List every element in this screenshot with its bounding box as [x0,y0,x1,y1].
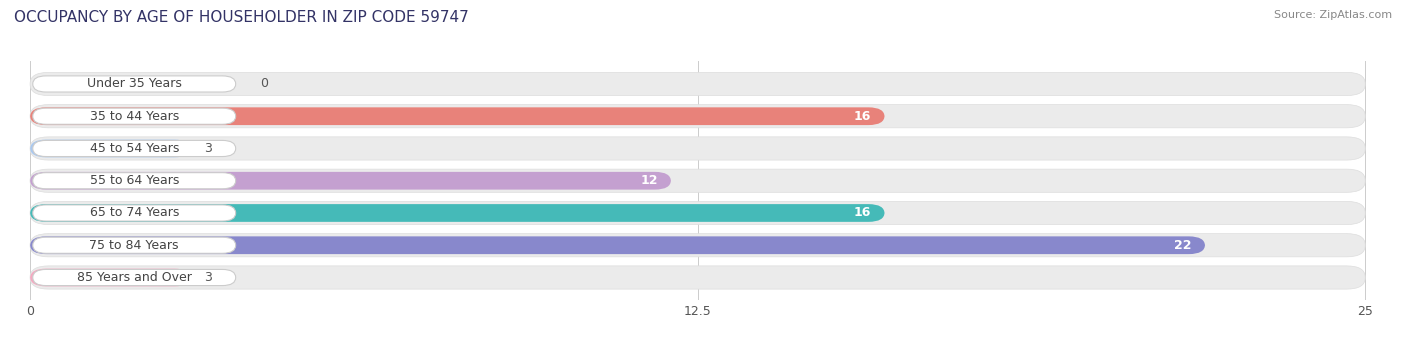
FancyBboxPatch shape [30,204,884,222]
FancyBboxPatch shape [30,107,884,125]
FancyBboxPatch shape [30,72,1365,95]
Text: 0: 0 [260,77,267,90]
Text: 16: 16 [853,110,872,123]
FancyBboxPatch shape [30,139,190,157]
FancyBboxPatch shape [30,236,1205,254]
Text: 45 to 54 Years: 45 to 54 Years [90,142,179,155]
Text: 65 to 74 Years: 65 to 74 Years [90,207,179,220]
Text: 35 to 44 Years: 35 to 44 Years [90,110,179,123]
FancyBboxPatch shape [32,140,236,157]
FancyBboxPatch shape [30,202,1365,225]
Text: 3: 3 [204,271,211,284]
FancyBboxPatch shape [32,173,236,189]
FancyBboxPatch shape [30,169,1365,192]
Text: 75 to 84 Years: 75 to 84 Years [90,239,179,252]
Text: 55 to 64 Years: 55 to 64 Years [90,174,179,187]
Text: Under 35 Years: Under 35 Years [87,77,181,90]
Text: Source: ZipAtlas.com: Source: ZipAtlas.com [1274,10,1392,20]
FancyBboxPatch shape [32,205,236,221]
Text: 3: 3 [204,142,211,155]
FancyBboxPatch shape [32,237,236,253]
FancyBboxPatch shape [32,269,236,285]
FancyBboxPatch shape [32,76,236,92]
FancyBboxPatch shape [32,108,236,124]
Text: 16: 16 [853,207,872,220]
FancyBboxPatch shape [30,266,1365,289]
FancyBboxPatch shape [30,137,1365,160]
Text: 12: 12 [640,174,658,187]
FancyBboxPatch shape [30,172,671,190]
Text: 85 Years and Over: 85 Years and Over [77,271,191,284]
FancyBboxPatch shape [30,105,1365,128]
Text: 22: 22 [1174,239,1192,252]
FancyBboxPatch shape [30,269,190,286]
Text: OCCUPANCY BY AGE OF HOUSEHOLDER IN ZIP CODE 59747: OCCUPANCY BY AGE OF HOUSEHOLDER IN ZIP C… [14,10,468,25]
FancyBboxPatch shape [30,234,1365,257]
